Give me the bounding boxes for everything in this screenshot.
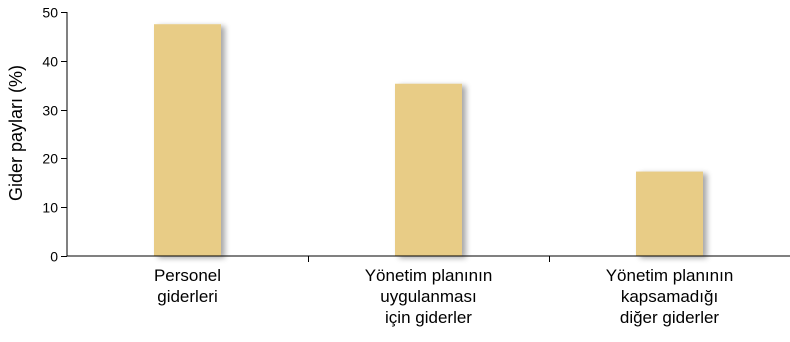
y-tick-label: 30 xyxy=(42,103,58,119)
x-category-label-line: Personel xyxy=(154,266,221,285)
y-axis-title: Gider payları (%) xyxy=(6,65,26,201)
x-category-label: Yönetim planının uygulanması için giderler xyxy=(365,266,493,327)
y-tick-label: 50 xyxy=(42,5,58,21)
x-axis-labels: Personel giderleri Yönetim planının uygulan… xyxy=(154,266,733,327)
y-tick-label: 10 xyxy=(42,200,58,216)
y-tick-label: 40 xyxy=(42,54,58,70)
x-category-label-line: Yönetim planının xyxy=(365,266,493,285)
bars-group xyxy=(154,24,703,257)
bar xyxy=(636,171,703,256)
y-axis-ticks: 0 10 20 30 40 50 xyxy=(42,5,67,265)
y-tick-label: 0 xyxy=(50,249,58,265)
x-category-label-line: kapsamadığı xyxy=(621,287,718,306)
x-axis-ticks xyxy=(308,256,550,262)
x-category-label-line: diğer giderler xyxy=(620,308,720,327)
bar xyxy=(395,83,462,257)
x-category-label-line: giderleri xyxy=(157,287,217,306)
x-category-label-line: uygulanması xyxy=(380,287,476,306)
bar xyxy=(154,24,221,257)
x-category-label: Yönetim planının kapsamadığı diğer giderle… xyxy=(606,266,734,327)
x-category-label-line: Yönetim planının xyxy=(606,266,734,285)
y-tick-label: 20 xyxy=(42,151,58,167)
x-category-label: Personel giderleri xyxy=(154,266,221,306)
x-category-label-line: için giderler xyxy=(385,308,472,327)
